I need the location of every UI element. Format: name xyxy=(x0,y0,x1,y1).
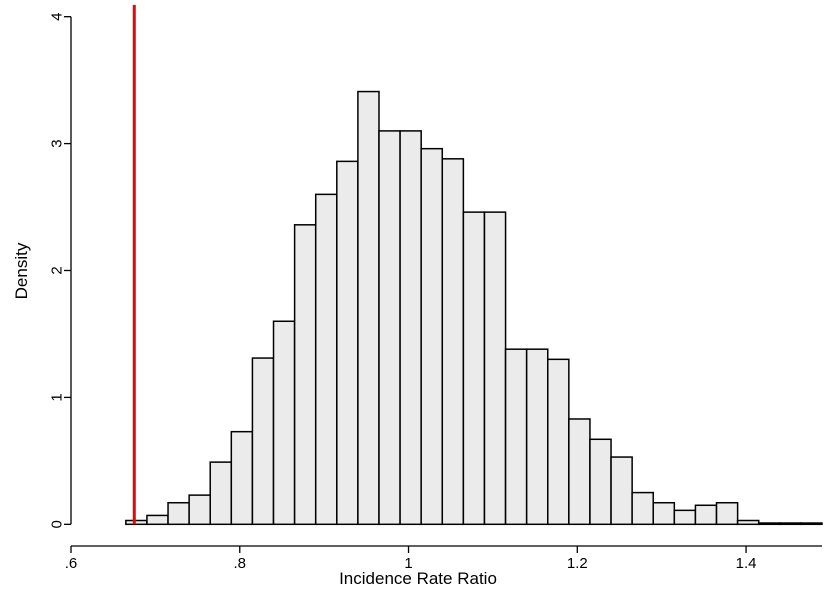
histogram-bar xyxy=(547,358,570,526)
histogram-bar xyxy=(652,501,676,526)
histogram-bar xyxy=(736,519,760,526)
histogram-bar xyxy=(800,522,823,526)
x-tick-label: .6 xyxy=(65,555,78,572)
histogram-bar xyxy=(525,348,549,526)
y-axis: 0 1 2 3 4 xyxy=(48,13,72,528)
histogram-bar xyxy=(504,348,528,526)
x-axis: .6 .8 1 1.2 1.4 xyxy=(65,545,822,572)
histogram-bar xyxy=(272,320,296,526)
histogram-bar xyxy=(441,158,465,526)
histogram-bar xyxy=(568,418,591,526)
histogram-bar xyxy=(757,522,781,526)
y-tick-label: 2 xyxy=(48,266,65,274)
histogram-bar xyxy=(589,438,612,526)
histogram-bar xyxy=(715,501,739,526)
y-tick-label: 1 xyxy=(48,393,65,401)
histogram-bar xyxy=(230,430,254,526)
x-tick-label: .8 xyxy=(234,555,247,572)
y-tick-label: 3 xyxy=(48,139,65,147)
histogram-bar xyxy=(357,90,380,526)
histogram-bar xyxy=(314,193,338,526)
histogram-bar xyxy=(146,514,169,526)
histogram-bar xyxy=(462,211,486,526)
y-axis-title: Density xyxy=(12,242,31,299)
histogram-bar xyxy=(125,519,148,526)
histogram-bar xyxy=(378,130,401,526)
histogram-bar xyxy=(251,357,275,526)
x-tick-label: 1.2 xyxy=(567,555,588,572)
y-tick-label: 0 xyxy=(48,520,65,528)
histogram-bar xyxy=(188,494,211,526)
histogram-bar xyxy=(631,491,654,526)
x-tick-label: 1 xyxy=(404,555,412,572)
y-tick-label: 4 xyxy=(48,13,65,21)
x-tick-label: 1.4 xyxy=(736,555,757,572)
x-axis-title: Incidence Rate Ratio xyxy=(339,569,497,588)
histogram-bar xyxy=(694,504,718,526)
histogram-bar xyxy=(209,461,233,526)
histogram-bar xyxy=(779,522,802,526)
histogram-bar xyxy=(167,501,190,526)
histogram-bar xyxy=(483,211,507,526)
histogram-bar xyxy=(610,456,633,526)
histogram-bars xyxy=(125,90,823,526)
histogram-bar xyxy=(399,130,422,526)
histogram-bar xyxy=(420,147,444,526)
histogram-bar xyxy=(673,509,697,526)
histogram-bar xyxy=(293,224,317,526)
histogram-bar xyxy=(336,160,359,526)
